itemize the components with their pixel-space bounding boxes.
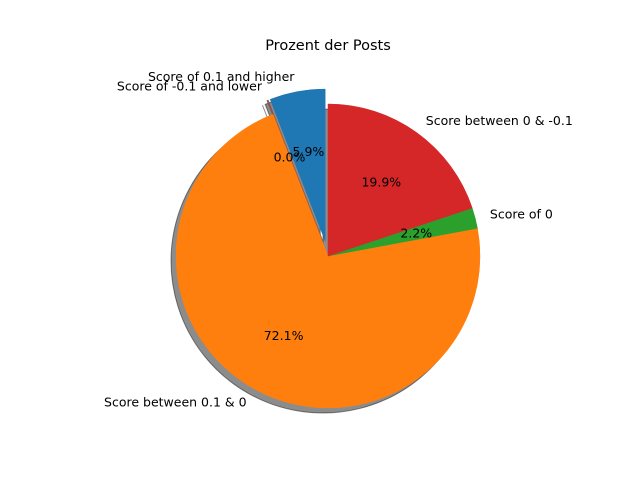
percent-label-score-between-0-1-0: 72.1% (264, 328, 304, 343)
slice-label-score-between-0-1-0: Score between 0.1 & 0 (104, 395, 247, 410)
percent-label-score-of-0-1-and-higher: 5.9% (293, 144, 325, 159)
chart-title: Prozent der Posts (265, 38, 391, 54)
slices (175, 88, 481, 409)
slice-label-score-of-0-1-and-higher: Score of 0.1 and higher (148, 69, 295, 84)
slice-score-of-0-1-and-higher (269, 88, 326, 242)
slice-score-between-0-0-1 (327, 103, 473, 257)
percent-label-score-of-0: 2.2% (400, 226, 432, 241)
percent-labels: 5.9%0.0% 72.1% 2.2% 19.9% (264, 144, 433, 343)
percent-label-score-of-0-1-and-lower: 0.0% (274, 149, 306, 164)
percent-label-score-between-0-0-1: 19.9% (361, 175, 401, 190)
slice-label-score-between-0-0-1: Score between 0 & -0.1 (426, 113, 573, 128)
slice-label-score-of-0-1-and-lower: Score of -0.1 and lower (117, 78, 263, 93)
slice-score-between-0-1-0 (175, 113, 481, 409)
slice-label-score-of-0: Score of 0 (490, 207, 553, 222)
